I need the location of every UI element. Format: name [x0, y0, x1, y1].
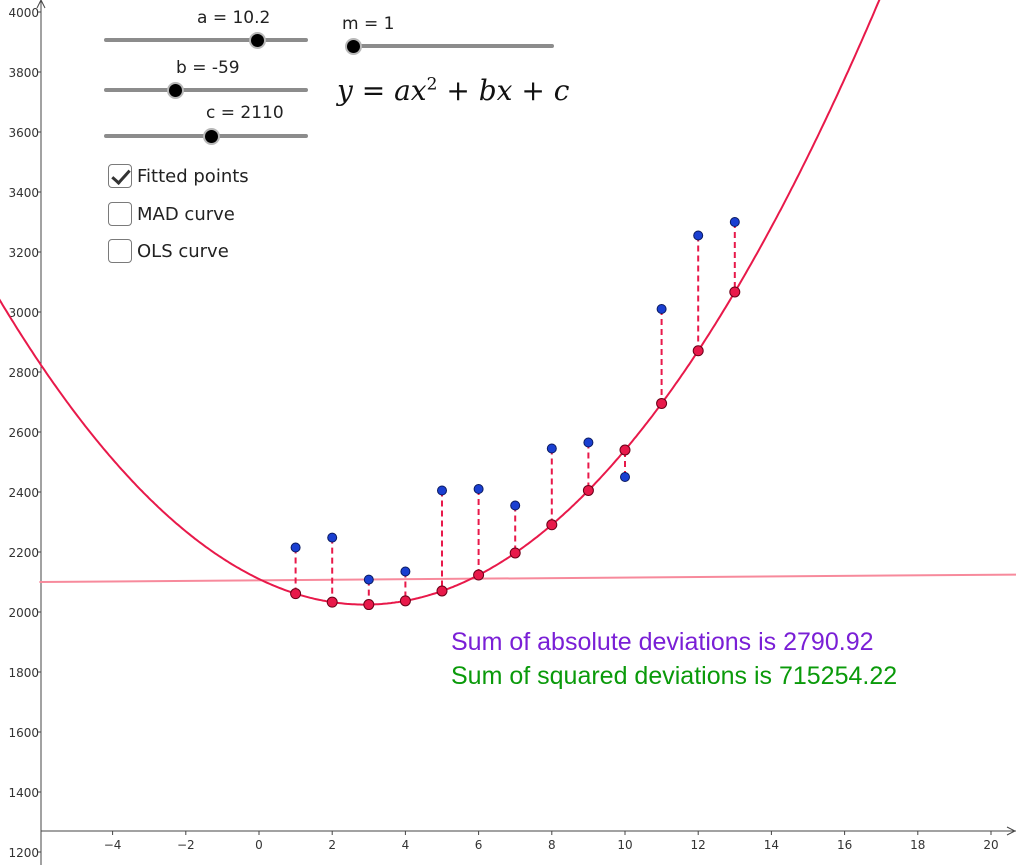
x-tick-label: −2 [177, 838, 195, 852]
data-point [473, 484, 484, 494]
equation-text: y = ax2 + bx + c [337, 74, 570, 107]
checkbox-fitted-points[interactable]: Fitted points [108, 164, 249, 188]
x-tick-label: 8 [548, 838, 556, 852]
fitted-point [473, 569, 485, 581]
equation-lhs: y [337, 74, 353, 107]
fitted-point [509, 547, 521, 559]
x-tick-label: 0 [255, 838, 263, 852]
data-point [363, 574, 374, 585]
slider-b-knob[interactable] [166, 82, 184, 99]
trend-line [39, 573, 1016, 583]
parabola-curve [0, 0, 881, 606]
checkbox-mad-curve[interactable]: MAD curve [108, 202, 235, 226]
fitted-point [399, 595, 411, 607]
sum-absolute-deviations-text: Sum of absolute deviations is 2790.92 [451, 628, 874, 656]
x-tick-label: −4 [104, 838, 122, 852]
fitted-point [729, 286, 741, 298]
data-point [400, 566, 411, 577]
data-point [546, 443, 557, 454]
y-tick-label: 2000 [8, 606, 39, 620]
slider-m-label: m = 1 [342, 14, 395, 34]
y-tick-label: 2600 [8, 426, 39, 440]
checkbox-fitted-points-box[interactable] [108, 164, 132, 188]
data-point [620, 472, 630, 482]
y-tick-label: 1200 [8, 846, 39, 860]
data-point [437, 485, 447, 496]
data-point [510, 500, 521, 511]
parabola-path [0, 0, 881, 606]
residual-lines [294, 222, 736, 605]
y-tick-label: 2800 [8, 366, 39, 380]
equation-exponent: 2 [426, 74, 438, 95]
x-tick-label: 4 [402, 838, 410, 852]
equation-c-term: c [553, 74, 570, 107]
fitted-point [326, 596, 338, 608]
slider-a-label: a = 10.2 [197, 8, 271, 28]
data-point [656, 304, 667, 314]
slider-a-knob[interactable] [249, 32, 267, 49]
checkbox-ols-curve[interactable]: OLS curve [108, 239, 229, 263]
slider-m-knob[interactable] [345, 38, 363, 55]
slider-b-track[interactable] [104, 88, 308, 92]
trend-line-path [39, 573, 1016, 583]
slider-c[interactable] [104, 126, 308, 146]
checkbox-mad-curve-label: MAD curve [137, 203, 235, 225]
fitted-point [656, 397, 668, 409]
y-tick-label: 1800 [8, 666, 39, 680]
slider-c-knob[interactable] [202, 128, 220, 145]
data-point [729, 217, 740, 227]
checkbox-ols-curve-label: OLS curve [137, 240, 229, 262]
data-point [327, 532, 338, 543]
x-tick-label: 2 [328, 838, 336, 852]
x-tick-label: 6 [475, 838, 483, 852]
x-tick-label: 10 [617, 838, 632, 852]
fitted-point [619, 444, 631, 456]
x-tick-label: 20 [983, 838, 998, 852]
slider-m[interactable] [345, 36, 554, 56]
equation-a-term: ax [394, 74, 427, 107]
checkbox-fitted-points-label: Fitted points [137, 165, 249, 187]
slider-c-label: c = 2110 [206, 103, 284, 123]
data-points [290, 217, 741, 611]
sum-squared-deviations-text: Sum of squared deviations is 715254.22 [451, 662, 898, 690]
y-axis-arrow [36, 0, 46, 9]
fitted-point [546, 519, 558, 531]
y-tick-label: 3800 [8, 66, 39, 80]
data-point [583, 437, 594, 448]
y-tick-label: 3200 [8, 246, 39, 260]
y-tick-label: 1400 [8, 786, 39, 800]
x-tick-label: 18 [910, 838, 925, 852]
slider-m-track[interactable] [350, 44, 554, 48]
fitted-point [582, 484, 594, 496]
fitted-point [290, 588, 302, 600]
equation-b-term: bx [478, 74, 513, 107]
x-tick-label: 12 [691, 838, 706, 852]
checkbox-ols-curve-box[interactable] [108, 239, 132, 263]
slider-a-track[interactable] [104, 38, 308, 42]
x-tick-label: 14 [764, 838, 779, 852]
slider-a[interactable] [104, 30, 308, 50]
x-axis-arrow [1006, 826, 1016, 836]
fitted-point [692, 345, 704, 357]
axes: −4 −2 0 2 4 6 8 10 12 14 16 18 20 1200 1400 1600 1800 200… [8, 0, 1016, 865]
data-point [290, 542, 301, 553]
y-tick-label: 1600 [8, 726, 39, 740]
y-tick-label: 4000 [8, 6, 39, 20]
y-tick-label: 2400 [8, 486, 39, 500]
slider-b[interactable] [104, 80, 308, 100]
checkbox-mad-curve-box[interactable] [108, 202, 132, 226]
y-tick-label: 3600 [8, 126, 39, 140]
y-tick-label: 2200 [8, 546, 39, 560]
fitted-point [436, 585, 448, 597]
y-tick-label: 3400 [8, 186, 39, 200]
y-tick-label: 3000 [8, 306, 39, 320]
x-tick-label: 16 [837, 838, 852, 852]
data-point [693, 230, 704, 241]
fitted-point [363, 599, 375, 611]
slider-b-label: b = -59 [176, 58, 240, 78]
